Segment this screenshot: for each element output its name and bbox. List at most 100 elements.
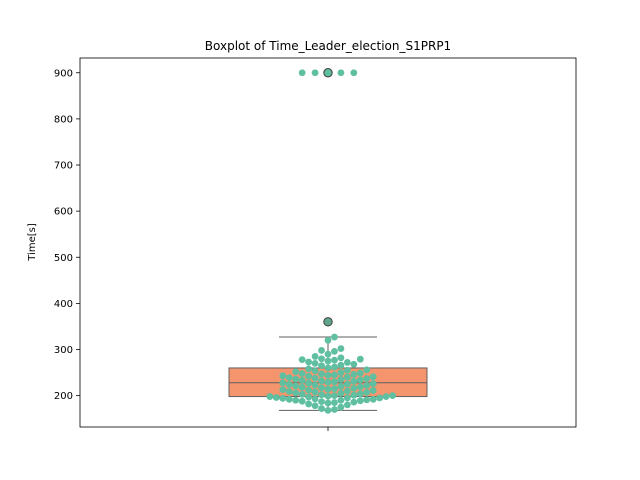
data-point xyxy=(318,370,325,378)
data-point xyxy=(363,375,371,382)
data-point xyxy=(369,380,377,388)
data-point xyxy=(318,391,325,399)
data-point xyxy=(279,386,287,394)
data-point xyxy=(279,379,287,387)
data-point xyxy=(305,379,313,387)
data-point xyxy=(356,376,364,384)
data-point xyxy=(343,366,351,374)
data-point xyxy=(311,402,319,410)
data-point xyxy=(369,395,377,403)
data-point xyxy=(350,69,358,77)
data-point xyxy=(356,390,364,398)
data-point xyxy=(311,388,319,396)
data-point xyxy=(343,401,351,409)
data-point xyxy=(363,366,371,374)
data-point xyxy=(311,381,319,389)
data-point xyxy=(350,377,358,385)
chart-title: Boxplot of Time_Leader_election_S1PRP1 xyxy=(205,39,451,53)
data-point xyxy=(337,369,345,376)
data-point xyxy=(305,386,313,394)
data-point xyxy=(311,69,319,77)
data-point xyxy=(318,384,325,392)
data-point xyxy=(382,393,390,400)
data-point xyxy=(337,354,345,362)
data-point xyxy=(343,394,351,402)
data-point xyxy=(318,405,325,412)
data-point xyxy=(331,347,338,355)
data-point xyxy=(279,395,287,402)
data-point xyxy=(285,381,293,388)
data-point xyxy=(331,363,338,371)
data-point xyxy=(337,396,345,404)
data-point xyxy=(356,397,364,405)
data-point xyxy=(376,394,384,402)
data-point xyxy=(363,389,371,396)
data-point xyxy=(350,360,358,368)
data-point xyxy=(350,398,358,406)
data-point xyxy=(337,389,345,397)
data-point xyxy=(337,383,345,390)
data-point xyxy=(292,368,300,376)
data-point xyxy=(324,399,332,407)
data-point xyxy=(311,353,319,360)
y-tick-label: 800 xyxy=(54,114,73,125)
data-point xyxy=(331,371,338,379)
data-point xyxy=(298,383,306,391)
plot-area: 200 300 400 500 600 700 800 900 xyxy=(54,57,577,431)
data-point xyxy=(311,374,319,382)
data-point xyxy=(298,356,306,364)
data-point xyxy=(285,395,293,403)
data-point xyxy=(318,355,325,363)
data-point xyxy=(324,69,332,77)
data-point xyxy=(343,380,351,388)
data-point xyxy=(324,336,332,344)
data-point xyxy=(318,377,325,385)
y-tick-label: 600 xyxy=(54,207,73,218)
axes-frame xyxy=(79,57,577,428)
data-point xyxy=(292,382,300,390)
data-point xyxy=(324,385,332,393)
data-point xyxy=(356,383,364,391)
data-point xyxy=(331,399,338,406)
data-point xyxy=(369,373,377,381)
data-point xyxy=(279,372,287,380)
data-point xyxy=(266,393,274,400)
data-point xyxy=(324,406,332,414)
data-point xyxy=(337,361,345,369)
data-point xyxy=(285,374,293,382)
data-point xyxy=(331,378,338,386)
data-point xyxy=(343,373,351,381)
data-point xyxy=(343,387,351,395)
outlier-marker xyxy=(323,317,333,327)
data-point xyxy=(363,396,371,404)
data-point xyxy=(272,394,280,401)
data-point xyxy=(331,406,338,413)
data-point xyxy=(298,69,306,77)
data-point xyxy=(318,398,325,406)
data-point xyxy=(298,370,306,377)
data-point xyxy=(305,393,313,401)
data-point xyxy=(305,365,313,373)
data-point xyxy=(356,369,364,377)
data-point xyxy=(292,375,300,383)
data-point xyxy=(356,355,364,363)
data-point xyxy=(331,392,338,400)
data-point xyxy=(298,377,306,384)
data-point xyxy=(324,357,332,365)
y-tick-label: 200 xyxy=(54,391,73,402)
data-point xyxy=(285,388,293,395)
data-point xyxy=(292,396,300,404)
y-tick-label: 300 xyxy=(54,345,73,356)
data-point xyxy=(337,345,345,352)
data-point xyxy=(337,376,345,383)
data-point xyxy=(292,389,300,397)
data-point xyxy=(331,356,338,364)
y-axis-label: Time[s] xyxy=(27,223,38,262)
data-point xyxy=(389,392,396,400)
data-point xyxy=(350,384,358,392)
y-tick-label: 900 xyxy=(54,68,73,79)
data-point xyxy=(305,372,313,380)
data-point xyxy=(298,397,306,405)
y-tick-label: 700 xyxy=(54,161,73,172)
